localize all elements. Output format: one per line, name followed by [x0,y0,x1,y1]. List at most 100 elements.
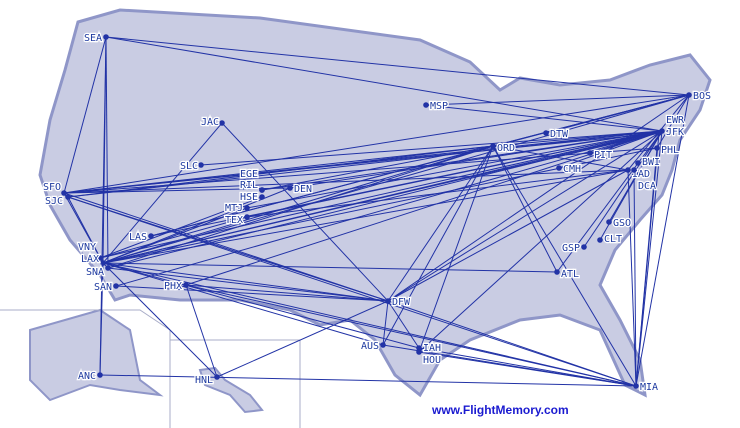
airport-label: MIA [640,382,658,393]
airport-sna: SNA [85,265,111,279]
route-las-ord [150,145,494,237]
route-vny-hse [99,196,263,259]
route-tex-jfk [246,130,663,218]
route-phx-dfw [185,284,389,302]
route-sea-sna [105,36,109,269]
airport-dot [633,383,639,389]
airport-dtw: DTW [543,128,570,141]
airport-label: SLC [180,161,198,172]
route-sfo-ord [63,145,494,194]
route-lax-hnl [102,262,218,378]
route-jfk-hou [418,130,663,353]
airport-sjc: SJC [44,194,71,208]
airport-label: DTW [550,129,569,140]
route-san-jfk [115,130,663,287]
route-iad-ord [492,145,629,171]
airport-dot [654,145,660,151]
airport-dot [259,194,265,200]
airport-dot [606,219,612,225]
airport-dot [380,342,386,348]
airport-label: PIT [594,150,612,161]
airport-dot [105,265,111,271]
airport-label: HSE [240,192,258,203]
route-hou-mia [418,351,637,387]
airport-label: ANC [78,371,96,382]
route-jfk-pit [589,130,663,154]
airport-dot [656,130,662,136]
route-jfk-cmh [558,130,663,169]
airport-label: IAH [423,343,441,354]
route-ewr-mia [635,132,660,387]
route-anc-sea [99,36,107,376]
route-sjc-lax [67,196,104,264]
route-sea-bos [105,36,690,96]
route-ord-aus [382,145,494,346]
route-jfk-atl [556,130,663,273]
airport-label: ATL [561,269,579,280]
airport-den: DEN [287,183,313,196]
airport-label: DFW [392,297,411,308]
airport-label: PHL [661,145,679,156]
airport-dot [587,150,593,156]
airport-dot [635,160,641,166]
airport-dot [423,102,429,108]
airport-dot [65,194,71,200]
route-sjc-mia [67,196,637,387]
airport-msp: MSP [423,100,449,113]
airport-label: RIL [240,180,258,191]
route-iad-mia [627,169,637,387]
route-bos-mia [635,94,690,387]
airport-label: DEN [294,184,312,195]
airport-dot [148,233,154,239]
route-ril-ord [261,145,494,191]
airport-label: MSP [430,101,448,112]
route-msp-jfk [425,104,663,132]
route-sfo-bos [63,94,690,194]
airport-label: PHX [164,281,182,292]
airport-dot [543,130,549,136]
route-dfw-aus [382,300,389,346]
airport-aus: AUS [360,340,386,353]
airport-dot [100,260,106,266]
airport-label: SJC [45,196,63,207]
route-dfw-jfk [387,130,663,302]
route-mtj-jfk [246,130,663,209]
airport-dot [113,283,119,289]
airport-dot [490,143,496,149]
airport-dot [61,190,67,196]
airport-jac: JAC [200,116,225,129]
route-sea-jfk [105,36,663,132]
route-ord-mia [492,145,637,387]
route-dca-mia [633,169,637,387]
airport-dot [416,349,422,355]
airport-dot [416,345,422,351]
airport-dot [556,165,562,171]
route-dfw-iah [387,300,420,349]
airport-label: JAC [201,117,219,128]
airport-san: SAN [93,281,119,294]
route-vny-tex [99,216,248,259]
route-jac-dfw [221,122,389,302]
airport-label: EGE [240,169,258,180]
airport-ord: ORD [490,142,516,155]
airport-label: EWR [666,115,685,126]
alaska-shape [29,308,164,402]
route-ord-jfk [492,130,663,147]
airport-pit: PIT [587,149,613,162]
airport-dot [259,187,265,193]
airport-bwi: BWI [635,156,661,169]
airport-label: SAN [94,282,112,293]
airport-label: LAS [129,232,147,243]
airport-label: VNY [78,242,96,253]
airport-label: GSO [613,218,631,229]
airport-label: GSP [562,243,580,254]
flightmemory-credit-link[interactable]: www.FlightMemory.com [432,403,569,417]
airport-dot [219,120,225,126]
airport-clt: CLT [597,233,623,246]
route-ord-dfw [387,145,494,302]
airport-dot [597,237,603,243]
route-dfw-bos [387,94,690,302]
airport-mtj: MTJ [224,202,250,215]
